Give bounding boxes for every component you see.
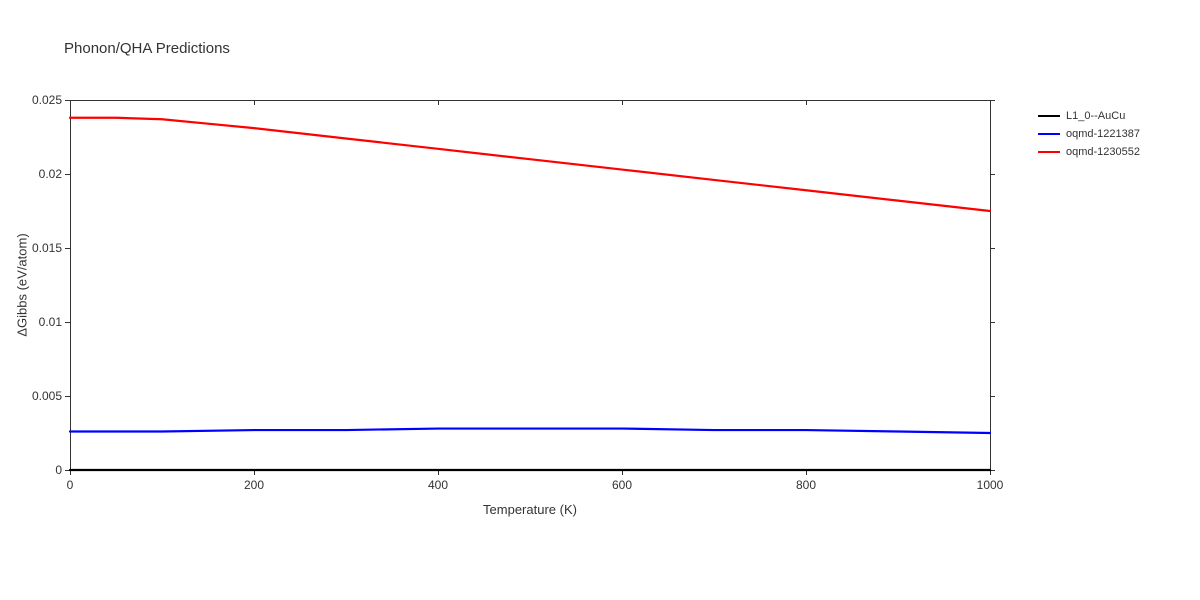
y-tick: [990, 174, 995, 175]
x-tick-label: 1000: [977, 478, 1004, 492]
axis-border-right: [990, 100, 991, 470]
y-tick: [990, 322, 995, 323]
y-tick: [990, 248, 995, 249]
series-line[interactable]: [70, 429, 990, 433]
x-tick-label: 0: [67, 478, 74, 492]
legend-item[interactable]: oqmd-1230552: [1038, 144, 1140, 160]
chart-title: Phonon/QHA Predictions: [64, 40, 230, 57]
legend-swatch: [1038, 151, 1060, 153]
series-line[interactable]: [70, 118, 990, 211]
y-axis-label: ΔGibbs (eV/atom): [15, 233, 30, 336]
y-tick-label: 0.015: [32, 241, 62, 255]
legend-item[interactable]: oqmd-1221387: [1038, 126, 1140, 142]
y-tick-label: 0.02: [39, 167, 62, 181]
y-tick: [990, 100, 995, 101]
legend-label: oqmd-1221387: [1066, 128, 1140, 140]
legend-label: L1_0--AuCu: [1066, 110, 1125, 122]
legend-swatch: [1038, 115, 1060, 117]
x-tick-label: 800: [796, 478, 816, 492]
x-tick-label: 400: [428, 478, 448, 492]
y-tick-label: 0.025: [32, 93, 62, 107]
y-tick: [990, 396, 995, 397]
legend-item[interactable]: L1_0--AuCu: [1038, 108, 1140, 124]
y-tick-label: 0: [55, 463, 62, 477]
y-tick-label: 0.005: [32, 389, 62, 403]
legend: L1_0--AuCu oqmd-1221387 oqmd-1230552: [1038, 108, 1140, 162]
plot-svg: [70, 100, 990, 470]
legend-swatch: [1038, 133, 1060, 135]
x-tick-label: 600: [612, 478, 632, 492]
x-axis-label: Temperature (K): [483, 502, 577, 517]
legend-label: oqmd-1230552: [1066, 146, 1140, 158]
y-tick-label: 0.01: [39, 315, 62, 329]
x-tick-label: 200: [244, 478, 264, 492]
